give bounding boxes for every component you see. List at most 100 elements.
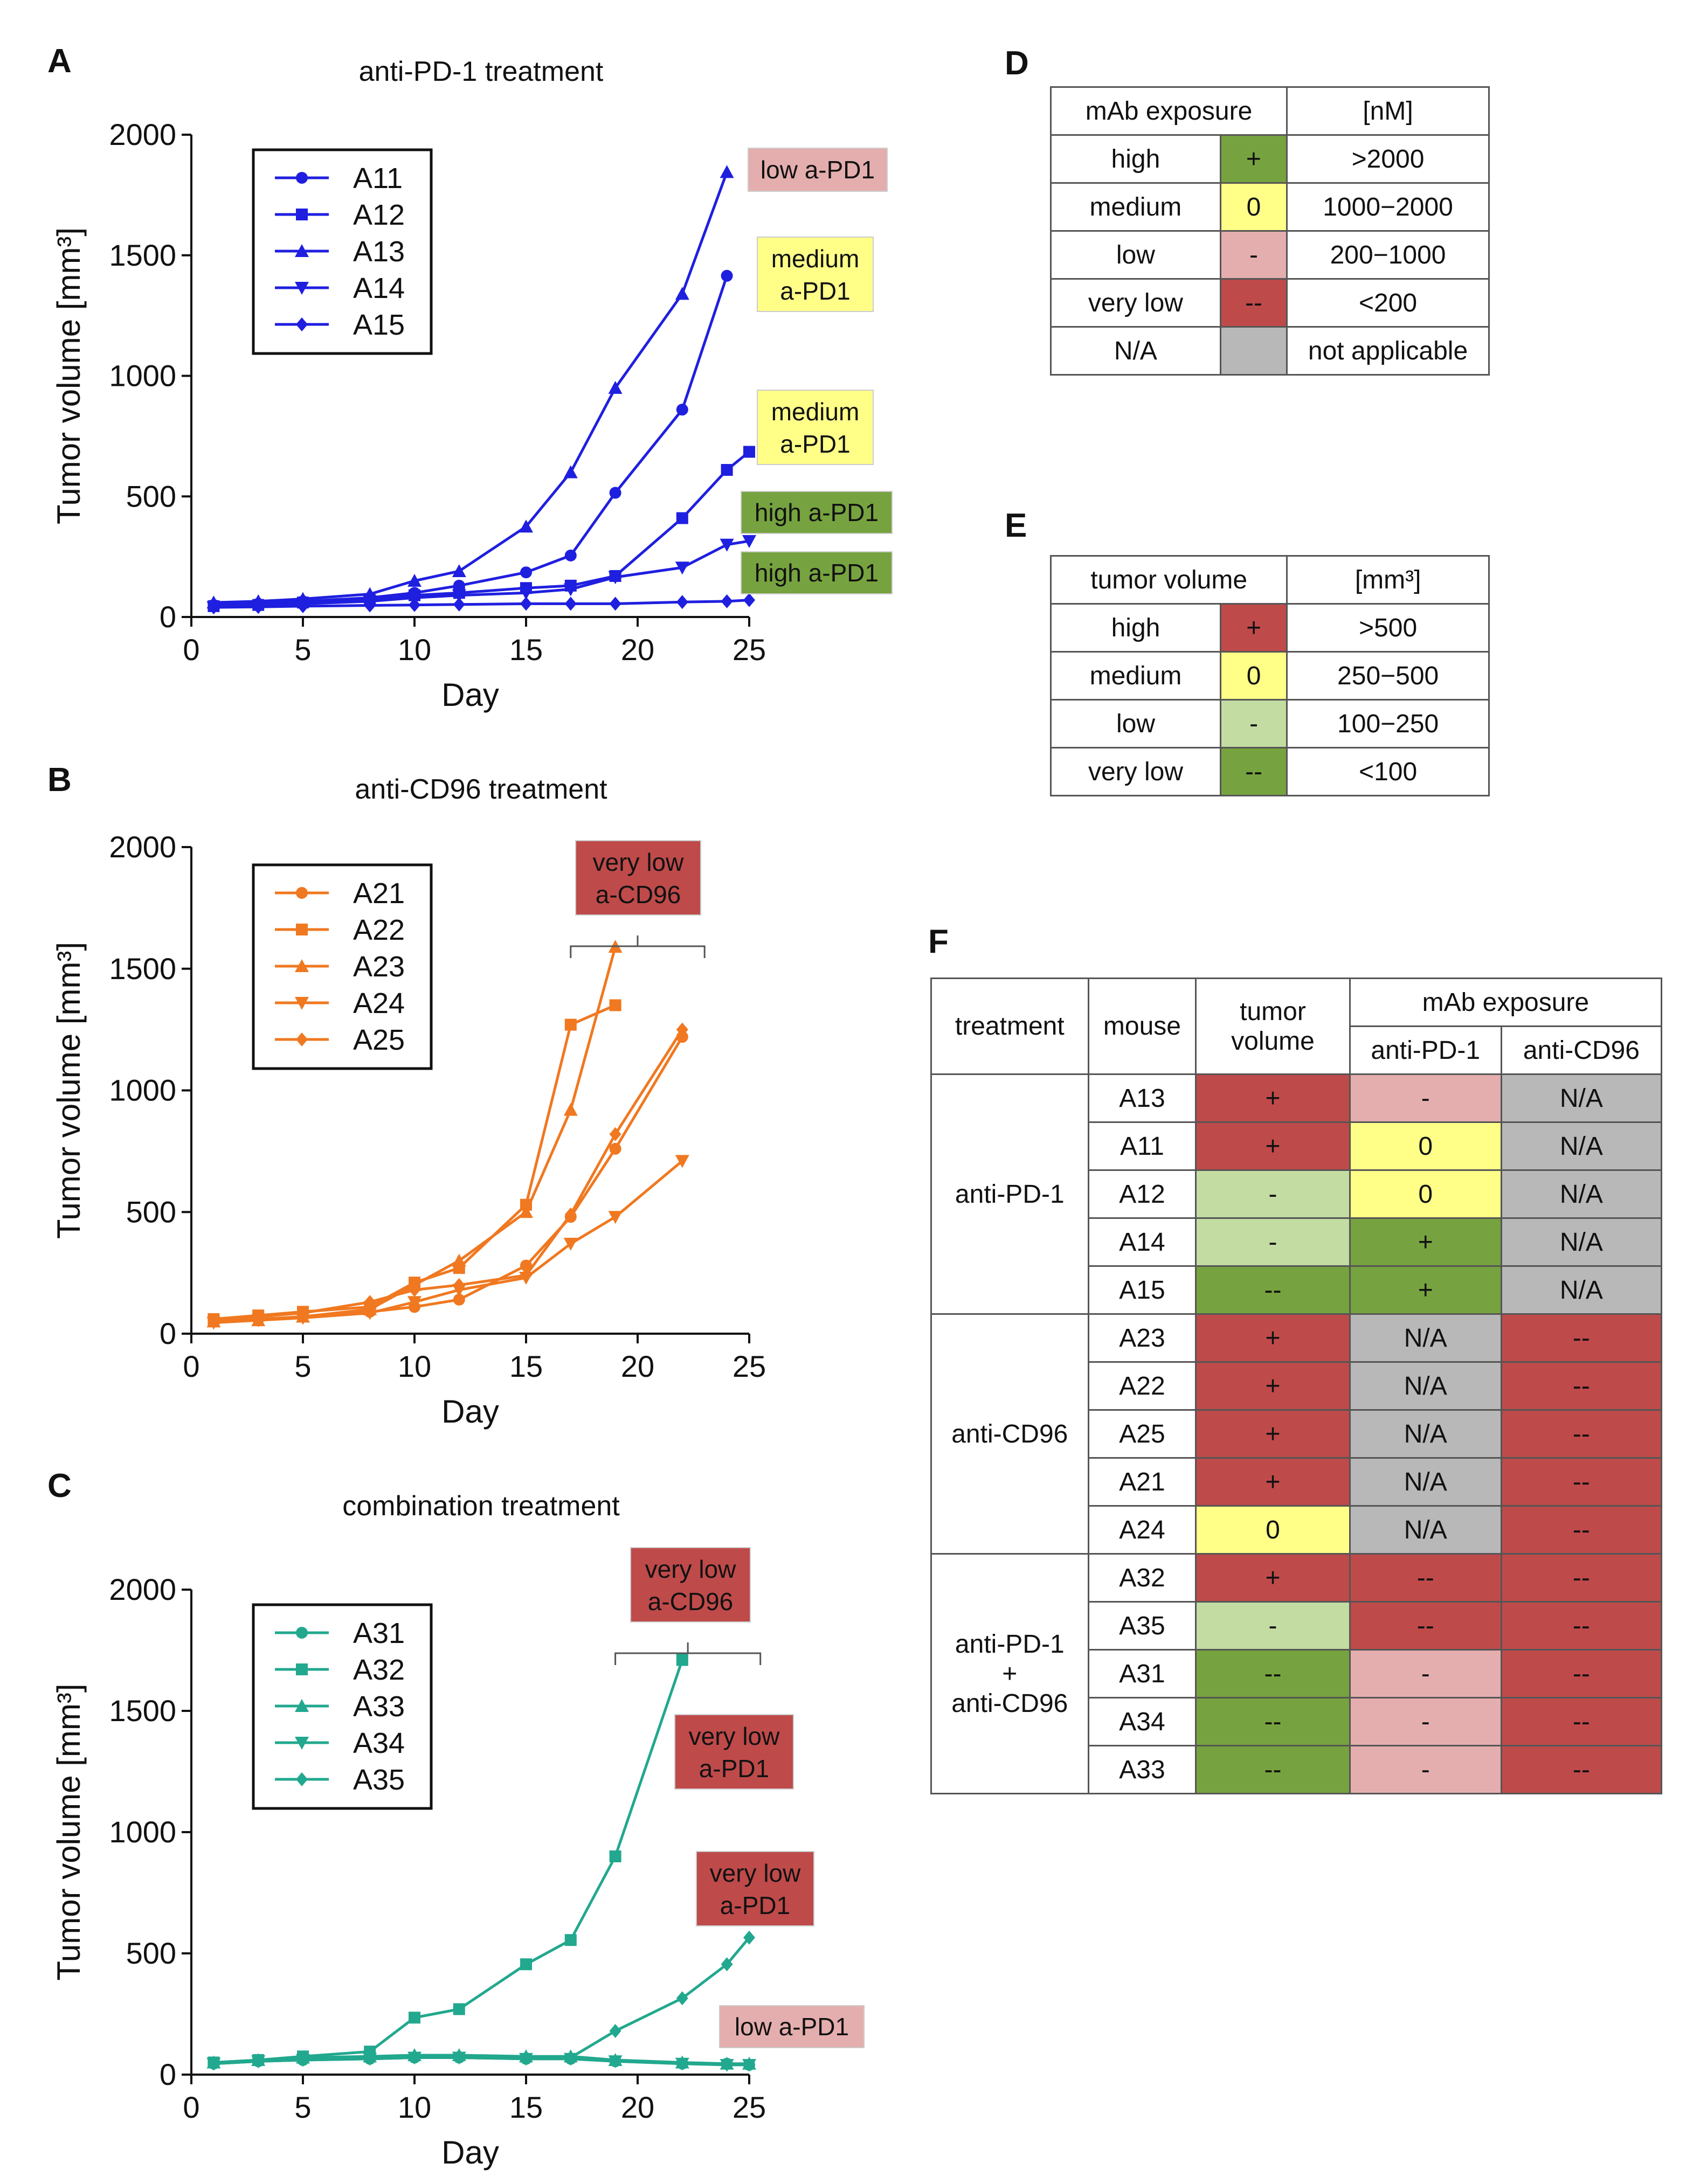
mouse-id: A24 [1087, 1505, 1197, 1555]
annotation-text: very low [645, 1555, 736, 1583]
legend-label-A12: A12 [353, 199, 405, 231]
mab-legend-range: not applicable [1286, 326, 1490, 376]
anti-cd96-exposure-cell: -- [1500, 1361, 1663, 1411]
annotation-text: a-PD1 [699, 1755, 769, 1783]
data-point-A11 [676, 404, 688, 416]
data-point-A23 [452, 1253, 466, 1267]
series-line-A21 [213, 1036, 683, 1322]
mab-legend-level-label: high [1050, 134, 1221, 184]
data-point-A15 [520, 597, 532, 611]
tumor-volume-cell: - [1195, 1217, 1351, 1267]
x-tick-label: 5 [294, 2090, 311, 2124]
data-point-A25 [252, 1309, 265, 1324]
legend-marker-A14 [295, 282, 309, 295]
annotation-box [630, 1547, 751, 1623]
series-line-A35 [213, 1937, 750, 2065]
legend-marker-A21 [296, 887, 308, 899]
annotation-box [748, 148, 888, 192]
annotation-bracket [614, 1642, 762, 1665]
data-point-A25 [520, 1268, 532, 1282]
x-tick-label: 0 [183, 1349, 199, 1383]
data-point-A32 [609, 1850, 621, 1862]
annotation-label: very low a-CD96 [614, 1547, 762, 1665]
mouse-id: A15 [1087, 1265, 1197, 1315]
data-point-A15 [409, 598, 420, 612]
annotation-text: a-PD1 [720, 1891, 790, 1919]
anti-pd1-exposure-cell: - [1349, 1649, 1502, 1698]
data-point-A22 [564, 1018, 577, 1031]
data-point-A12 [743, 446, 755, 458]
tumor-legend-header-category: tumor volume [1049, 555, 1288, 605]
tumor-legend-level-label: high [1050, 603, 1221, 653]
data-point-A14 [675, 561, 689, 575]
mab-legend-level-label: medium [1050, 182, 1221, 232]
header-anti-pd1: anti-PD-1 [1349, 1025, 1502, 1075]
data-point-A32 [409, 2012, 420, 2024]
x-tick-label: 10 [398, 2090, 431, 2124]
tumor-volume-cell: + [1195, 1073, 1351, 1123]
data-point-A35 [453, 2049, 465, 2064]
annotation-text: very low [689, 1722, 780, 1750]
data-point-A13 [608, 380, 623, 394]
chart-1: anti-PD-1 treatment 0 5 10 15 20 25 0 500 1000 150… [51, 56, 893, 713]
table-row: A34 -- - -- [931, 1697, 1663, 1746]
anti-cd96-exposure-cell: -- [1500, 1313, 1663, 1363]
anti-cd96-exposure-cell: -- [1500, 1409, 1663, 1459]
y-axis-label: Tumor volume [mm³] [51, 227, 87, 524]
tumor-legend-color-swatch: 0 [1219, 651, 1288, 701]
y-tick-label: 1500 [109, 1694, 176, 1728]
annotation-text: high a-PD1 [755, 559, 879, 587]
data-point-A35 [743, 1930, 755, 1945]
tumor-volume-cell: - [1195, 1169, 1351, 1219]
series-A15 [208, 593, 755, 615]
data-point-A11 [721, 269, 733, 282]
annotation-bracket [570, 935, 706, 958]
annotation-box [696, 1851, 814, 1926]
summary-header-row: treatment mouse tumor volume mAb exposure [930, 977, 1663, 1075]
tumor-legend-row: medium 0 250−500 [1050, 651, 1490, 701]
tumor-legend-level-label: low [1050, 699, 1221, 748]
table-row: A12-0 N/A [931, 1169, 1663, 1219]
tumor-volume-cell: + [1195, 1313, 1351, 1363]
mab-legend-row: medium 0 1000−2000 [1050, 182, 1490, 232]
annotation-box [741, 491, 893, 534]
data-point-A15 [453, 597, 465, 612]
mab-legend-header-unit: [nM] [1286, 86, 1490, 136]
y-tick-label: 2000 [109, 1572, 176, 1606]
tumor-legend-color-swatch: + [1219, 603, 1288, 653]
data-point-A25 [453, 1278, 465, 1292]
data-point-A24 [675, 1155, 689, 1168]
mab-legend-row: low -200−1000 [1050, 230, 1490, 280]
series-line-A15 [213, 599, 750, 609]
mab-legend-range: >2000 [1286, 134, 1490, 184]
table-row: anti-CD96 A23 + N/A -- [930, 1313, 1663, 1555]
tumor-legend-row: very low -- <100 [1050, 747, 1490, 796]
tumor-volume-cell: -- [1195, 1265, 1351, 1315]
tumor-legend-row: low -100−250 [1050, 699, 1490, 748]
anti-pd1-exposure-cell: 0 [1349, 1169, 1502, 1219]
table-row: A14- + N/A [931, 1217, 1663, 1267]
anti-cd96-exposure-cell: N/A [1500, 1217, 1663, 1267]
legend-marker-A11 [296, 172, 308, 184]
y-tick-label: 0 [160, 1316, 176, 1350]
panel-label-c: C [47, 1467, 72, 1504]
data-point-A15 [721, 594, 733, 608]
data-point-A35 [564, 2050, 577, 2065]
data-point-A22 [609, 999, 621, 1011]
anti-pd1-exposure-cell: - [1349, 1073, 1502, 1123]
data-point-A25 [297, 1306, 309, 1320]
legend-marker-A23 [295, 959, 309, 972]
chart-title: anti-PD-1 treatment [359, 56, 604, 87]
series-line-A14 [213, 539, 750, 609]
table-row: A35- -- -- [931, 1601, 1663, 1651]
mab-legend-color-swatch: -- [1219, 278, 1288, 328]
data-point-A32 [520, 1958, 532, 1971]
table-row: A21 + N/A -- [931, 1457, 1663, 1507]
data-point-A25 [564, 1207, 577, 1222]
header-mouse: mouse [1087, 977, 1197, 1075]
legend-label-A13: A13 [353, 235, 405, 268]
tumor-volume-cell: - [1195, 1601, 1351, 1651]
legend-label-A32: A32 [353, 1654, 405, 1686]
x-tick-label: 5 [294, 633, 311, 667]
x-axis-label: Day [441, 2134, 499, 2171]
